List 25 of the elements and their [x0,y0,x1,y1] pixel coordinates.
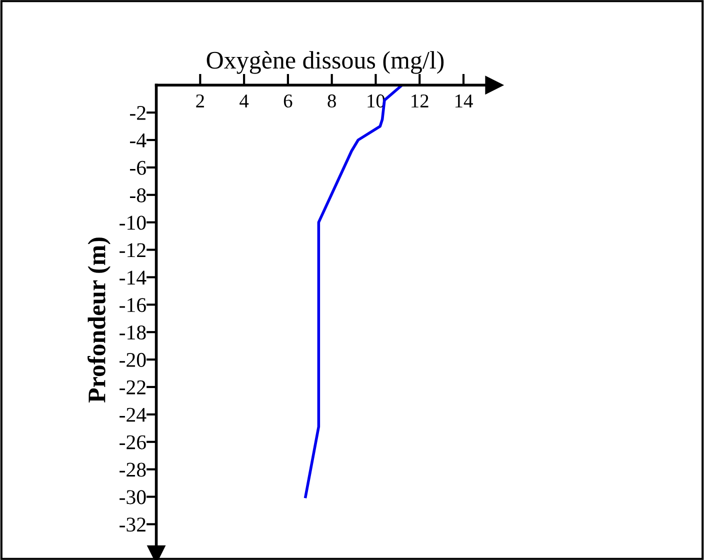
y-tick-label: -32 [120,518,146,532]
y-tick-label: -6 [130,160,146,175]
y-tick-label: -22 [120,380,146,394]
y-tick-label: -20 [120,352,146,367]
y-axis-title: Profondeur (m) [88,238,110,403]
line-series [304,85,404,498]
x-tick-label: 4 [240,94,249,108]
y-tick-label: -30 [120,490,146,504]
x-tick-label: 12 [412,94,428,108]
y-tick-label: -24 [120,408,146,422]
y-tick-label: -28 [120,462,146,477]
y-tick-label: -18 [120,325,146,340]
x-axis-title: Oxygène dissous (mg/l) [206,51,444,74]
x-tick-label: 2 [196,94,204,108]
y-tick-label: -14 [120,270,146,284]
y-tick-label: -26 [120,435,146,450]
y-tick-label: -2 [130,106,146,120]
x-tick-label: 14 [455,94,473,108]
x-tick-label: 6 [284,94,292,108]
x-tick-label: 8 [328,94,336,108]
y-tick-label: -10 [120,216,146,230]
y-tick-label: -16 [120,298,146,312]
y-tick-label: -8 [130,188,146,202]
y-tick-label: -12 [120,243,146,258]
y-tick-label: -4 [130,134,146,148]
